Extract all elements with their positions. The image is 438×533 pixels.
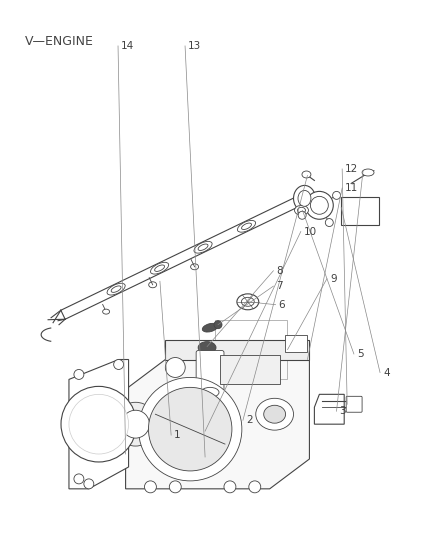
- Text: 8: 8: [276, 266, 283, 276]
- Circle shape: [84, 479, 94, 489]
- Circle shape: [61, 386, 137, 462]
- Text: 4: 4: [383, 368, 390, 377]
- Ellipse shape: [264, 405, 286, 423]
- Circle shape: [332, 191, 340, 199]
- Circle shape: [138, 377, 242, 481]
- Circle shape: [114, 402, 157, 446]
- Ellipse shape: [102, 309, 110, 314]
- Circle shape: [325, 219, 333, 227]
- FancyBboxPatch shape: [346, 397, 362, 412]
- Text: V—ENGINE: V—ENGINE: [25, 35, 94, 47]
- Ellipse shape: [237, 294, 259, 310]
- Polygon shape: [314, 394, 344, 424]
- Text: 1: 1: [174, 430, 181, 440]
- Text: 3: 3: [339, 406, 346, 416]
- Ellipse shape: [362, 169, 374, 176]
- Ellipse shape: [311, 196, 328, 214]
- Ellipse shape: [149, 282, 157, 288]
- Text: 5: 5: [357, 349, 364, 359]
- Circle shape: [114, 360, 124, 369]
- FancyBboxPatch shape: [220, 354, 279, 384]
- Ellipse shape: [256, 398, 293, 430]
- Ellipse shape: [201, 387, 219, 397]
- Circle shape: [249, 481, 261, 493]
- Polygon shape: [69, 360, 129, 489]
- Ellipse shape: [111, 286, 121, 293]
- Circle shape: [148, 387, 232, 471]
- Circle shape: [122, 410, 149, 438]
- Ellipse shape: [294, 205, 308, 215]
- Ellipse shape: [241, 223, 251, 230]
- Text: 6: 6: [279, 300, 285, 310]
- FancyBboxPatch shape: [196, 351, 224, 394]
- Ellipse shape: [155, 265, 165, 271]
- Ellipse shape: [107, 283, 125, 295]
- Circle shape: [69, 394, 129, 454]
- Ellipse shape: [237, 221, 256, 232]
- Ellipse shape: [198, 244, 208, 251]
- Text: 11: 11: [345, 183, 358, 193]
- Polygon shape: [285, 335, 307, 352]
- Text: 2: 2: [246, 415, 253, 425]
- FancyBboxPatch shape: [341, 197, 379, 225]
- Ellipse shape: [302, 171, 311, 178]
- Polygon shape: [165, 340, 309, 360]
- Text: 9: 9: [330, 273, 336, 284]
- Text: 13: 13: [188, 41, 201, 51]
- Text: 12: 12: [345, 164, 358, 174]
- Ellipse shape: [195, 426, 215, 438]
- Ellipse shape: [293, 185, 315, 211]
- Text: 7: 7: [276, 281, 283, 291]
- Ellipse shape: [191, 264, 198, 270]
- Circle shape: [298, 211, 306, 219]
- Ellipse shape: [199, 429, 211, 435]
- Ellipse shape: [241, 297, 254, 306]
- Ellipse shape: [198, 342, 216, 353]
- Circle shape: [224, 481, 236, 493]
- Text: 10: 10: [304, 227, 317, 237]
- Ellipse shape: [297, 207, 305, 213]
- Circle shape: [74, 369, 84, 379]
- Text: 14: 14: [121, 41, 134, 51]
- Circle shape: [145, 481, 156, 493]
- Ellipse shape: [151, 262, 169, 274]
- Circle shape: [74, 474, 84, 484]
- Circle shape: [165, 358, 185, 377]
- Ellipse shape: [298, 190, 311, 206]
- Ellipse shape: [202, 324, 218, 332]
- Circle shape: [170, 481, 181, 493]
- Circle shape: [214, 321, 222, 329]
- Polygon shape: [126, 360, 309, 489]
- Ellipse shape: [305, 191, 333, 219]
- Ellipse shape: [194, 241, 212, 253]
